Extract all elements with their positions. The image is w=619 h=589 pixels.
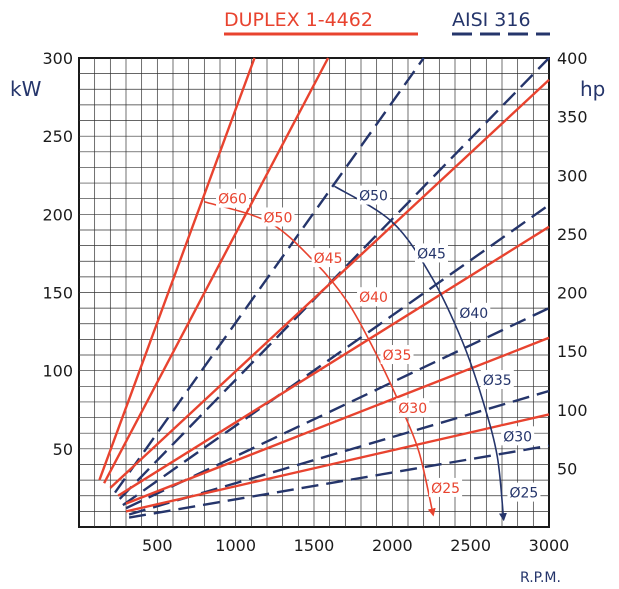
y-tick-label-right: 400 bbox=[557, 49, 588, 68]
diameter-label-bg bbox=[216, 188, 250, 208]
diameter-label: Ø60 bbox=[218, 192, 247, 208]
series-line-aisi-316 bbox=[114, 57, 425, 494]
diameter-label: Ø30 bbox=[503, 429, 532, 445]
diameter-label-bg bbox=[457, 302, 491, 322]
series-line-duplex bbox=[98, 57, 256, 481]
y-tick-label-right: 50 bbox=[557, 459, 577, 478]
y-tick-label-left: 100 bbox=[42, 362, 73, 381]
y-tick-label-right: 350 bbox=[557, 108, 588, 127]
diameter-label-bg bbox=[357, 287, 391, 307]
series-lines bbox=[98, 57, 550, 519]
y-tick-label-left: 50 bbox=[53, 440, 73, 459]
diameter-label: Ø50 bbox=[359, 189, 388, 205]
x-tick-label: 1000 bbox=[215, 536, 256, 555]
series-line-duplex bbox=[125, 336, 550, 505]
y-axis-left-label: kW bbox=[10, 77, 42, 101]
y-tick-label-left: 250 bbox=[42, 127, 73, 146]
diameter-label-bg bbox=[261, 207, 295, 227]
y-axis-right-label: hp bbox=[580, 77, 605, 101]
diameter-label: Ø35 bbox=[383, 348, 412, 364]
series-line-duplex bbox=[125, 413, 550, 513]
y-tick-label-left: 200 bbox=[42, 205, 73, 224]
diameter-label: Ø40 bbox=[359, 290, 388, 306]
diameter-arc-aisi-316 bbox=[333, 185, 507, 522]
diameter-label-bg bbox=[501, 426, 535, 446]
diameter-label-bg bbox=[429, 477, 463, 497]
y-tick-label-right: 100 bbox=[557, 401, 588, 420]
diameter-label: Ø25 bbox=[510, 486, 539, 502]
diameter-label: Ø30 bbox=[398, 401, 427, 417]
series-line-aisi-316 bbox=[128, 389, 550, 516]
y-tick-label-right: 150 bbox=[557, 342, 588, 361]
diameter-label-bg bbox=[396, 398, 430, 418]
legend-duplex: DUPLEX 1-4462 bbox=[224, 9, 373, 31]
diameter-label-bg bbox=[357, 185, 391, 205]
y-tick-label-left: 150 bbox=[42, 284, 73, 303]
y-tick-label-left: 300 bbox=[42, 49, 73, 68]
legend-aisi: AISI 316 bbox=[452, 9, 531, 31]
diameter-label: Ø25 bbox=[431, 481, 460, 497]
series-line-aisi-316 bbox=[122, 204, 550, 507]
diameter-label: Ø40 bbox=[459, 306, 488, 322]
x-tick-label: 1500 bbox=[294, 536, 335, 555]
series-line-duplex bbox=[103, 57, 330, 484]
diameter-label-bg bbox=[380, 345, 414, 365]
x-tick-label: 2000 bbox=[372, 536, 413, 555]
diameter-label-bg bbox=[415, 243, 448, 263]
diameter-label-bg bbox=[507, 482, 541, 502]
x-tick-label: 3000 bbox=[529, 536, 570, 555]
diameter-label: Ø45 bbox=[417, 246, 446, 262]
diameter-arcs: Ø50 Ø45 Ø40 Ø35 Ø30 Ø25 Ø60 Ø50 Ø45 Ø40 Ø35 Ø30 Ø25 bbox=[204, 185, 541, 522]
x-tick-label: 500 bbox=[142, 536, 173, 555]
x-axis-label: R.P.M. bbox=[520, 570, 561, 586]
diameter-label-bg bbox=[480, 370, 514, 390]
series-line-duplex bbox=[109, 79, 550, 489]
series-line-duplex bbox=[117, 225, 550, 497]
tick-labels: 500 1000 1500 2000 2500 3000 50 100 150 200 250 300… bbox=[42, 49, 587, 555]
y-tick-label-right: 250 bbox=[557, 225, 588, 244]
y-tick-label-right: 300 bbox=[557, 166, 588, 185]
diameter-label: Ø35 bbox=[483, 373, 512, 389]
x-tick-label: 2500 bbox=[450, 536, 491, 555]
grid bbox=[78, 57, 550, 528]
diameter-label-bg bbox=[311, 248, 345, 268]
diameter-label: Ø45 bbox=[314, 251, 343, 267]
diameter-label: Ø50 bbox=[264, 210, 293, 226]
series-line-aisi-316 bbox=[128, 444, 550, 519]
y-tick-label-right: 200 bbox=[557, 284, 588, 303]
